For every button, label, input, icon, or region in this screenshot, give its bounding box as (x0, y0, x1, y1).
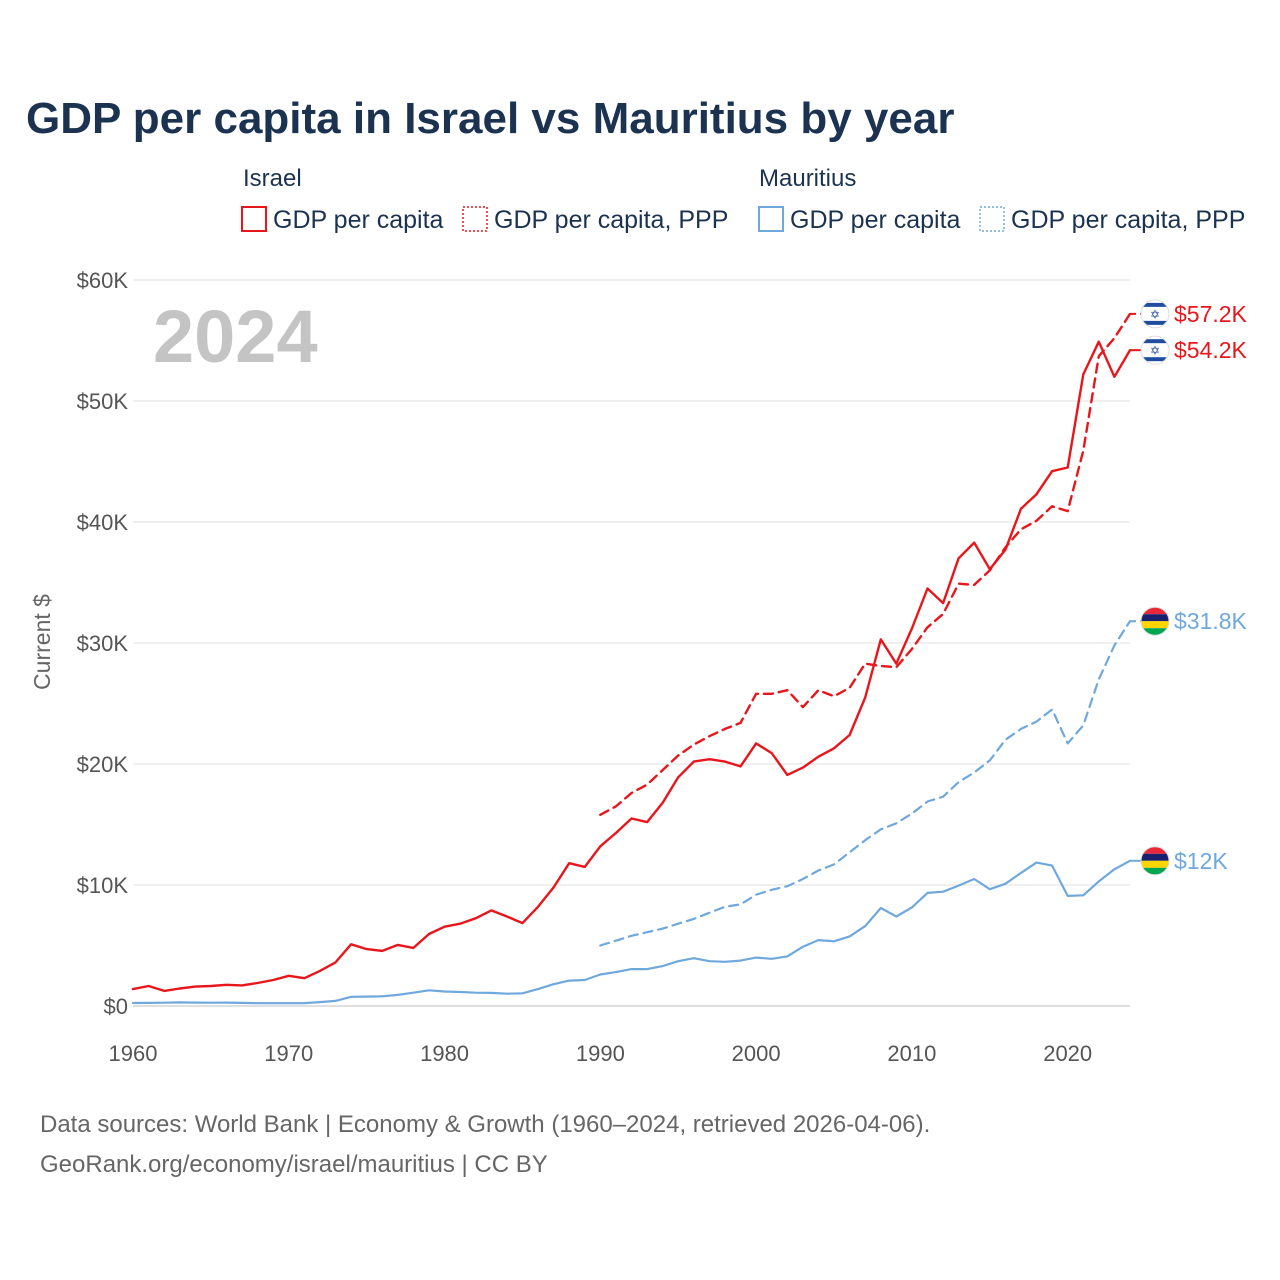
y-tick-label: $0 (104, 994, 128, 1019)
legend-label-israel-gdp[interactable]: GDP per capita (273, 206, 444, 234)
x-axis: 1960 1970 1980 1990 2000 2010 2020 (109, 1041, 1093, 1066)
x-tick-label: 1980 (420, 1041, 469, 1066)
series-line-israel-gdp-per-capita[interactable] (131, 340, 1132, 993)
x-tick-label: 2000 (732, 1041, 781, 1066)
legend-label-mauritius-gdp[interactable]: GDP per capita (790, 206, 961, 234)
x-tick-label: 1970 (264, 1041, 313, 1066)
series-lines (131, 312, 1132, 1005)
y-tick-label: $50K (77, 389, 129, 414)
legend-group-israel: Israel (243, 165, 302, 192)
end-value-label: $12K (1174, 848, 1228, 874)
mauritius-flag-icon (1140, 606, 1170, 636)
legend-swatch-israel-gdp[interactable] (241, 206, 267, 232)
legend-group-mauritius: Mauritius (759, 165, 856, 192)
legend-label-mauritius-gdp-ppp[interactable]: GDP per capita, PPP (1011, 206, 1245, 234)
legend-label-israel-gdp-ppp[interactable]: GDP per capita, PPP (494, 206, 728, 234)
end-value-label: $57.2K (1174, 301, 1248, 327)
end-value-label: $31.8K (1174, 608, 1248, 634)
legend-swatch-mauritius-gdp-ppp[interactable] (979, 206, 1005, 232)
mauritius-flag-icon (1140, 846, 1170, 876)
y-tick-label: $60K (77, 268, 129, 293)
series-line-israel-gdp-per-capita-ppp[interactable] (599, 312, 1132, 816)
end-value-label: $54.2K (1174, 337, 1248, 363)
footer-sources: Data sources: World Bank | Economy & Gro… (40, 1111, 930, 1138)
chart-title: GDP per capita in Israel vs Mauritius by… (26, 94, 954, 143)
series-line-mauritius-gdp-per-capita[interactable] (131, 859, 1132, 1005)
y-tick-label: $20K (77, 752, 129, 777)
y-axis: $0 $10K $20K $30K $40K $50K $60K (77, 268, 129, 1019)
end-markers: ✡ $57.2K ✡ $54.2K $31.8K $12K (1130, 299, 1248, 876)
y-axis-label: Current $ (29, 594, 55, 690)
grid (133, 279, 1130, 1007)
legend-swatch-israel-gdp-ppp[interactable] (462, 206, 488, 232)
legend: Israel GDP per capita GDP per capita, PP… (241, 165, 1245, 234)
x-tick-label: 1990 (576, 1041, 625, 1066)
x-tick-label: 2020 (1043, 1041, 1092, 1066)
y-tick-label: $10K (77, 873, 129, 898)
israel-flag-icon: ✡ (1140, 335, 1170, 365)
x-tick-label: 1960 (109, 1041, 158, 1066)
y-tick-label: $40K (77, 510, 129, 535)
series-line-mauritius-gdp-per-capita-ppp[interactable] (599, 620, 1132, 947)
legend-swatch-mauritius-gdp[interactable] (758, 206, 784, 232)
israel-flag-icon: ✡ (1140, 299, 1170, 329)
svg-text:✡: ✡ (1150, 307, 1160, 321)
year-label: 2024 (153, 295, 318, 378)
x-tick-label: 2010 (887, 1041, 936, 1066)
footer-attribution: GeoRank.org/economy/israel/mauritius | C… (40, 1151, 548, 1178)
y-tick-label: $30K (77, 631, 129, 656)
svg-text:✡: ✡ (1150, 344, 1160, 358)
